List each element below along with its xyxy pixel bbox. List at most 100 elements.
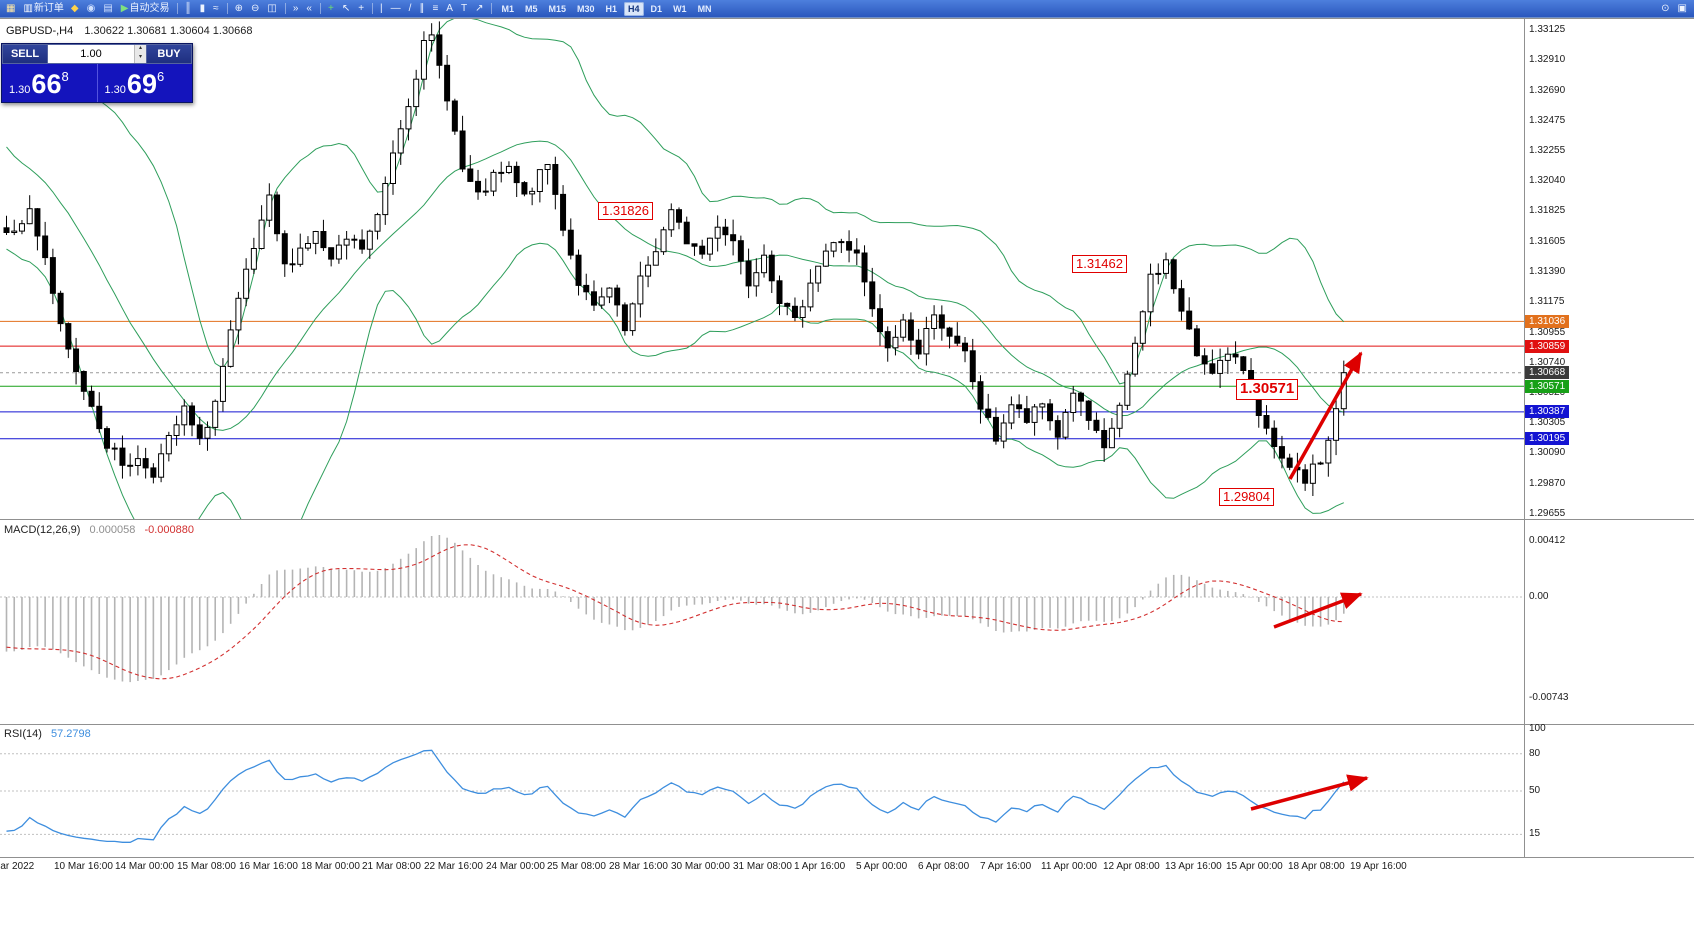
macd-signal-value: -0.000880: [144, 524, 194, 536]
price-annotation[interactable]: 1.31826: [598, 202, 653, 221]
sell-price-prefix: 1.30: [9, 84, 31, 96]
search-button[interactable]: ⊙: [1658, 1, 1673, 17]
vertical-line-button[interactable]: |: [377, 1, 387, 17]
market-watch-icon: ▤: [103, 2, 113, 14]
macd-panel-separator[interactable]: [0, 517, 1524, 523]
ohlc-values: 1.30622 1.30681 1.30604 1.30668: [84, 25, 253, 37]
line-chart-button[interactable]: ≈: [210, 1, 223, 17]
horizontal-line-icon: —: [390, 2, 401, 14]
timeframe-m5-button[interactable]: M5: [524, 3, 538, 14]
time-label: 21 Mar 08:00: [362, 861, 421, 872]
price-tick: 1.33125: [1529, 24, 1566, 35]
timeframe-h1-button[interactable]: H1: [605, 3, 618, 14]
equidistant-channel-button[interactable]: ∥: [416, 1, 428, 17]
price-annotation[interactable]: 1.31462: [1072, 255, 1127, 274]
sell-button[interactable]: SELL: [2, 44, 48, 64]
time-label: 22 Mar 16:00: [424, 861, 483, 872]
macd-main-value: 0.000058: [89, 524, 136, 536]
arrows-button[interactable]: ↗: [472, 1, 487, 17]
price-tick: 1.29870: [1529, 478, 1566, 489]
text-button[interactable]: A: [443, 1, 457, 17]
price-annotation[interactable]: 1.29804: [1219, 488, 1274, 507]
timeframe-d1-button[interactable]: D1: [650, 3, 663, 14]
new-order-button[interactable]: ▥ 新订单: [20, 1, 66, 17]
price-tag: 1.31036: [1525, 315, 1570, 328]
arrows-icon: ↗: [475, 2, 484, 14]
profiles-button[interactable]: ◉: [84, 1, 100, 17]
new-chart-button[interactable]: ▦: [3, 1, 19, 17]
buy-button[interactable]: BUY: [146, 44, 192, 64]
volume-input[interactable]: [48, 45, 134, 63]
candlestick-chart-button[interactable]: ▮: [197, 1, 210, 17]
volume-down-icon[interactable]: ▾: [135, 54, 146, 63]
metaeditor-button[interactable]: ▣: [1675, 1, 1691, 17]
tile-windows-button[interactable]: ◫: [264, 1, 280, 17]
timeframe-m15-button[interactable]: M15: [548, 3, 566, 14]
chart-wizard-button[interactable]: ◆: [68, 1, 83, 17]
fibonacci-button[interactable]: ≡: [429, 1, 442, 17]
rsi-value: 57.2798: [50, 728, 91, 740]
timeframe-h4-button[interactable]: H4: [624, 1, 644, 16]
time-label: 12 Apr 08:00: [1103, 861, 1160, 872]
time-label: 30 Mar 00:00: [671, 861, 730, 872]
macd-title: MACD(12,26,9): [4, 524, 81, 536]
timeframe-w1-button[interactable]: W1: [673, 3, 687, 14]
auto-scroll-button[interactable]: »: [290, 1, 303, 17]
sell-price-button[interactable]: 1.30 66 8: [2, 64, 97, 102]
time-label: 31 Mar 08:00: [733, 861, 792, 872]
timeframe-mn-button[interactable]: MN: [697, 3, 712, 14]
new-order-label: 新订单: [33, 2, 64, 14]
search-icon: ⊙: [1661, 2, 1670, 14]
text-icon: A: [446, 2, 453, 14]
time-label: 10 Mar 16:00: [54, 861, 113, 872]
price-tick: 1.32910: [1529, 54, 1566, 65]
time-label: Mar 2022: [0, 861, 35, 872]
indicators-icon: +: [327, 2, 334, 14]
trend-line-button[interactable]: /: [406, 1, 416, 17]
price-tick: 1.30090: [1529, 447, 1566, 458]
time-label: 7 Apr 16:00: [980, 861, 1032, 872]
rsi-tick: 80: [1529, 748, 1541, 759]
buy-price-button[interactable]: 1.30 69 6: [96, 64, 193, 102]
text-label-icon: T: [460, 2, 468, 14]
candles: [3, 21, 1347, 496]
toolbar-separator: [319, 3, 321, 14]
auto-scroll-icon: »: [292, 2, 299, 14]
equidistant-channel-icon: ∥: [419, 2, 425, 14]
price-tag: 1.30387: [1525, 405, 1570, 418]
chart-shift-button[interactable]: «: [303, 1, 316, 17]
price-tick: 1.31825: [1529, 205, 1566, 216]
zoom-in-button[interactable]: ⊕: [232, 1, 247, 17]
text-label-button[interactable]: T: [458, 1, 471, 17]
market-watch-button[interactable]: ▤: [100, 1, 116, 17]
price-tag: 1.30668: [1525, 366, 1570, 379]
time-label: 5 Apr 00:00: [856, 861, 908, 872]
time-label: 16 Mar 16:00: [239, 861, 298, 872]
bar-chart-button[interactable]: ║: [182, 1, 196, 17]
price-annotation[interactable]: 1.30571: [1236, 379, 1299, 400]
zoom-out-button[interactable]: ⊖: [248, 1, 263, 17]
volume-up-icon[interactable]: ▴: [135, 45, 146, 54]
trade-panel-controls: SELL ▴▾ BUY: [2, 44, 192, 64]
rsi-panel-separator[interactable]: [0, 722, 1524, 728]
timeframe-m1-button[interactable]: M1: [501, 3, 514, 14]
volume-field[interactable]: ▴▾: [48, 44, 146, 64]
zoom-out-icon: ⊖: [251, 2, 260, 14]
horizontal-line-button[interactable]: —: [388, 1, 405, 17]
tile-windows-icon: ◫: [267, 2, 277, 14]
crosshair-button[interactable]: +: [355, 1, 368, 17]
volume-stepper[interactable]: ▴ ▾: [134, 45, 146, 63]
indicators-button[interactable]: +: [325, 1, 338, 17]
auto-trading-button[interactable]: ▶ 自动交易: [118, 1, 173, 17]
toolbar-separator: [226, 3, 228, 14]
time-label: 13 Apr 16:00: [1165, 861, 1222, 872]
timeframe-m30-button[interactable]: M30: [577, 3, 595, 14]
time-label: 24 Mar 00:00: [486, 861, 545, 872]
fibonacci-icon: ≡: [432, 2, 439, 14]
cursor-button[interactable]: ↖: [339, 1, 354, 17]
macd-tick: 0.00: [1529, 591, 1549, 602]
toolbar-separator: [372, 3, 374, 14]
auto-trading-label: 自动交易: [129, 2, 170, 14]
